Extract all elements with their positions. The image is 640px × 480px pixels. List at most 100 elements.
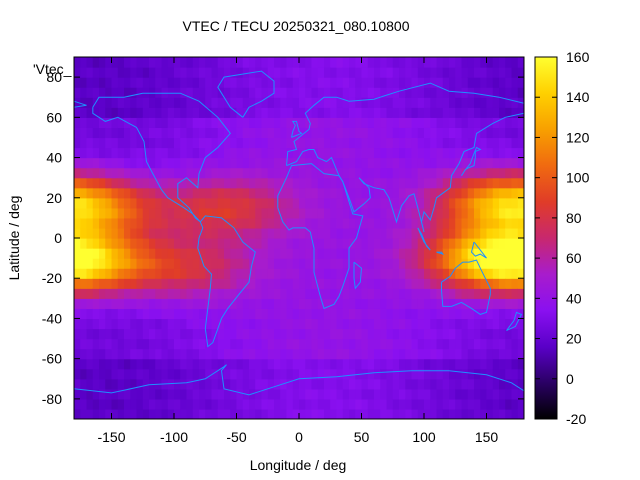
heatmap-cell xyxy=(330,318,338,330)
heatmap-cell xyxy=(124,388,131,400)
heatmap-cell xyxy=(211,398,219,410)
heatmap-cell xyxy=(199,358,206,370)
heatmap-cell xyxy=(80,278,88,289)
heatmap-cell xyxy=(436,167,444,179)
heatmap-cell xyxy=(274,238,281,249)
heatmap-cell xyxy=(186,278,194,289)
heatmap-cell xyxy=(355,338,363,350)
heatmap-cell xyxy=(374,278,381,289)
heatmap-cell xyxy=(149,298,156,309)
heatmap-cell xyxy=(236,298,244,309)
heatmap-cell xyxy=(142,328,150,340)
heatmap-cell xyxy=(442,77,450,88)
heatmap-cell xyxy=(161,87,169,98)
heatmap-cell xyxy=(386,258,394,269)
heatmap-cell xyxy=(242,278,250,289)
heatmap-cell xyxy=(280,388,288,400)
heatmap-cell xyxy=(324,197,331,209)
heatmap-cell xyxy=(436,87,444,98)
heatmap-cell xyxy=(399,177,406,189)
heatmap-cell xyxy=(349,157,356,169)
heatmap-cell xyxy=(386,87,394,98)
heatmap-cell xyxy=(342,117,350,128)
heatmap-cell xyxy=(405,177,413,189)
heatmap-cell xyxy=(461,278,469,289)
colorbar-tick-label: 40 xyxy=(566,290,582,306)
heatmap-cell xyxy=(430,278,438,289)
heatmap-cell xyxy=(449,408,456,419)
heatmap-cell xyxy=(405,238,413,249)
heatmap-cell xyxy=(467,67,475,78)
heatmap-cell xyxy=(342,217,350,229)
heatmap-cell xyxy=(105,207,113,219)
heatmap-cell xyxy=(386,207,394,219)
heatmap-cell xyxy=(286,278,294,289)
heatmap-cell xyxy=(405,278,413,289)
heatmap-cell xyxy=(367,197,375,209)
heatmap-cell xyxy=(205,227,213,239)
heatmap-cell xyxy=(155,318,163,330)
heatmap-cell xyxy=(180,368,188,380)
heatmap-cell xyxy=(211,167,219,179)
heatmap-cell xyxy=(392,308,400,320)
heatmap-cell xyxy=(324,137,331,149)
heatmap-cell xyxy=(517,87,524,98)
heatmap-cell xyxy=(99,157,106,169)
heatmap-cell xyxy=(499,378,506,390)
heatmap-cell xyxy=(317,338,325,350)
heatmap-cell xyxy=(74,87,81,98)
heatmap-cell xyxy=(455,378,463,390)
heatmap-cell xyxy=(461,117,469,128)
heatmap-cell xyxy=(424,157,431,169)
heatmap-cell xyxy=(111,67,119,78)
heatmap-cell xyxy=(261,117,269,128)
heatmap-cell xyxy=(467,368,475,380)
heatmap-cell xyxy=(317,268,325,279)
heatmap-cell xyxy=(186,137,194,149)
heatmap-cell xyxy=(336,147,344,159)
heatmap-cell xyxy=(105,167,113,179)
heatmap-cell xyxy=(424,248,431,259)
heatmap-cell xyxy=(99,177,106,189)
heatmap-cell xyxy=(249,147,256,159)
heatmap-cell xyxy=(211,358,219,370)
heatmap-cell xyxy=(311,378,319,390)
heatmap-cell xyxy=(299,197,306,209)
heatmap-cell xyxy=(286,358,294,370)
heatmap-cell xyxy=(217,57,225,68)
heatmap-cell xyxy=(124,57,131,68)
heatmap-cell xyxy=(355,308,363,320)
heatmap-cell xyxy=(205,368,213,380)
heatmap-cell xyxy=(386,288,394,299)
heatmap-cell xyxy=(155,288,163,299)
heatmap-cell xyxy=(286,248,294,259)
heatmap-cell xyxy=(130,137,138,149)
heatmap-cell xyxy=(392,67,400,78)
heatmap-cell xyxy=(374,137,381,149)
heatmap-cell xyxy=(261,217,269,229)
heatmap-cell xyxy=(317,97,325,108)
heatmap-cell xyxy=(92,378,100,390)
heatmap-cell xyxy=(349,167,356,179)
heatmap-cell xyxy=(405,348,413,360)
heatmap-cell xyxy=(249,368,256,380)
heatmap-cell xyxy=(342,388,350,400)
heatmap-cell xyxy=(199,288,206,299)
heatmap-cell xyxy=(80,288,88,299)
heatmap-cell xyxy=(199,388,206,400)
heatmap-cell xyxy=(236,127,244,139)
heatmap-cell xyxy=(117,77,125,88)
heatmap-cell xyxy=(180,308,188,320)
heatmap-cell xyxy=(349,348,356,360)
heatmap-cell xyxy=(511,177,519,189)
heatmap-cell xyxy=(305,157,313,169)
heatmap-cell xyxy=(367,227,375,239)
heatmap-cell xyxy=(461,177,469,189)
heatmap-cell xyxy=(405,338,413,350)
heatmap-cell xyxy=(330,388,338,400)
heatmap-cell xyxy=(274,368,281,380)
heatmap-cell xyxy=(367,348,375,360)
heatmap-cell xyxy=(205,348,213,360)
heatmap-cell xyxy=(292,87,300,98)
heatmap-cell xyxy=(305,57,313,68)
